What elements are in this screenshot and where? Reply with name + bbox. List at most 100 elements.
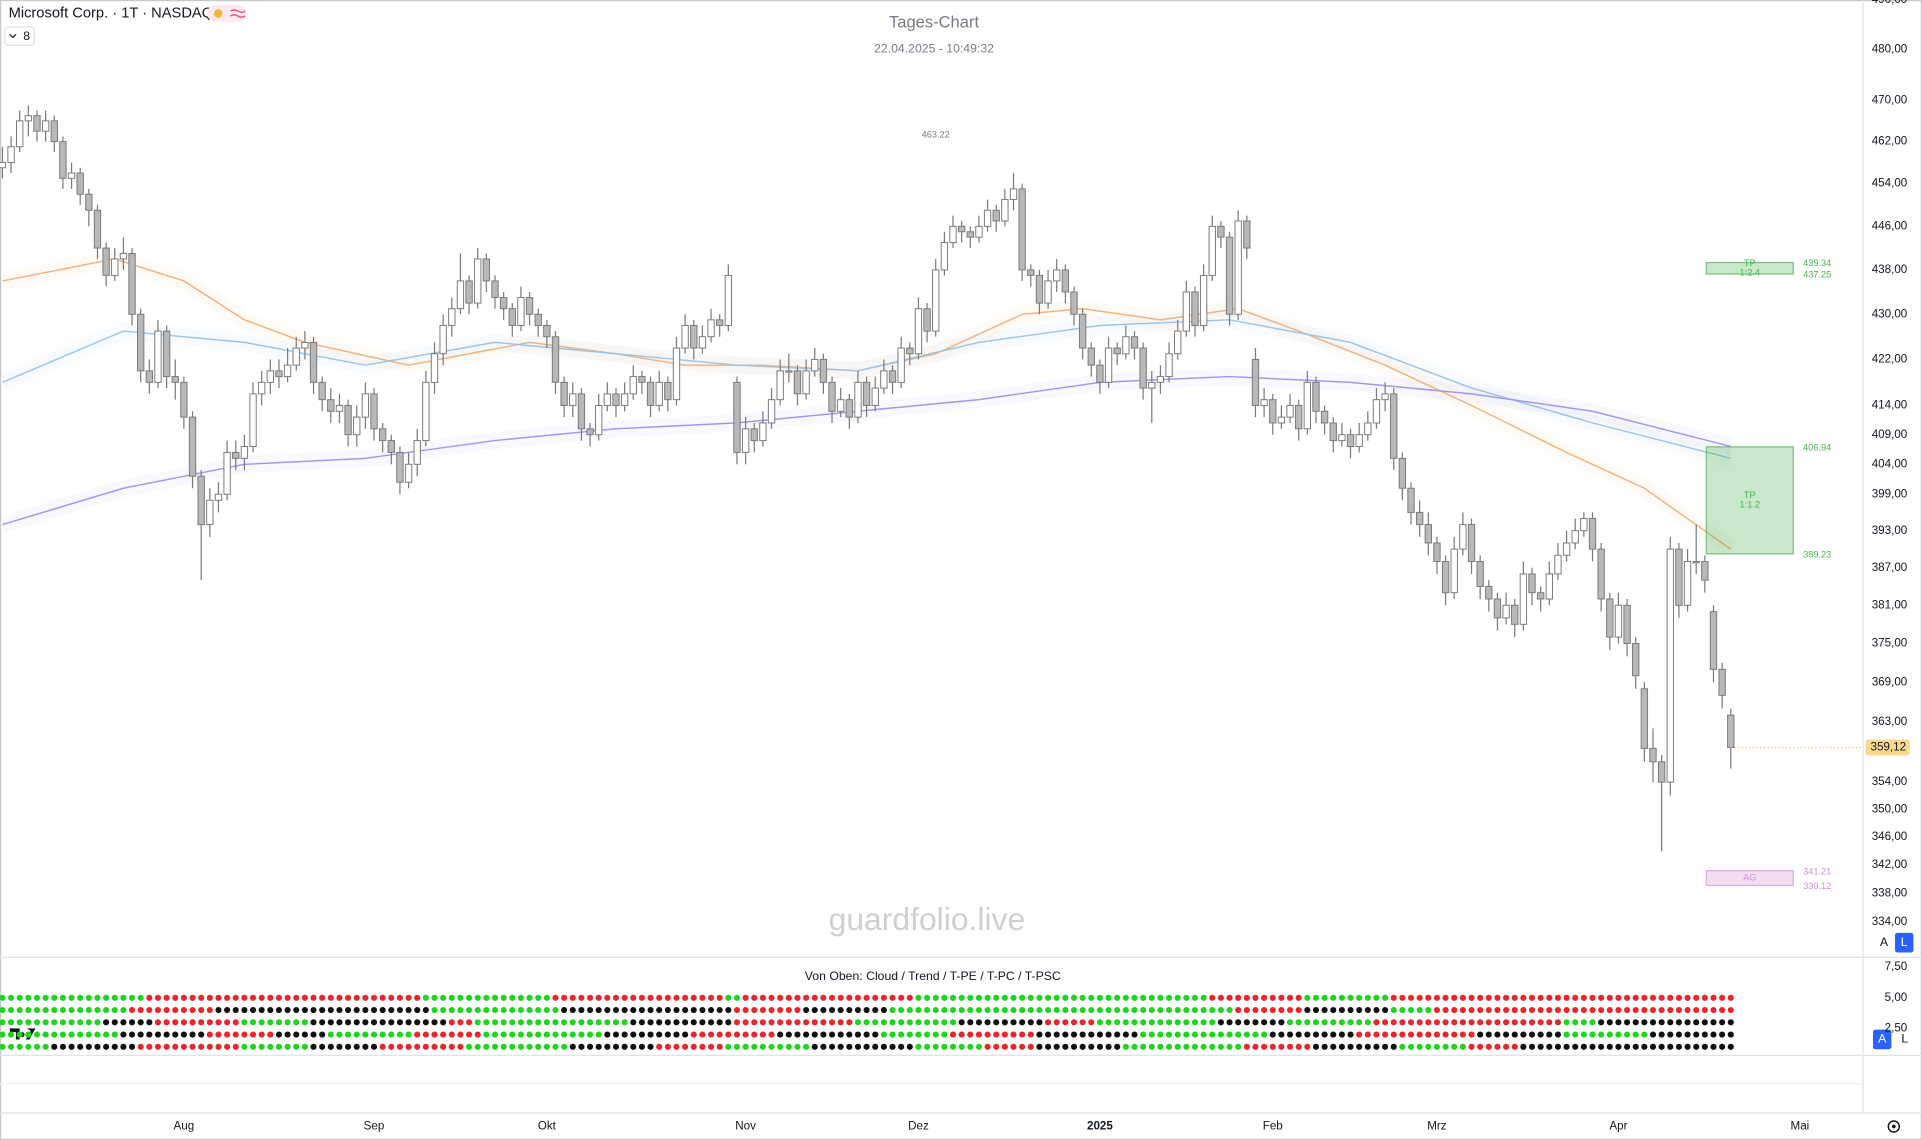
candle-body xyxy=(93,209,102,249)
auto-scale-button[interactable]: A xyxy=(1880,935,1889,949)
signal-dot xyxy=(7,1031,15,1038)
signal-dot xyxy=(941,1031,948,1038)
signal-dot xyxy=(621,994,628,1001)
signal-dot xyxy=(1649,1006,1657,1014)
signal-dot xyxy=(189,1031,196,1038)
signal-dot xyxy=(1010,1006,1017,1014)
signal-dot xyxy=(828,994,836,1001)
signal-dot xyxy=(682,994,689,1001)
signal-dot xyxy=(1347,1031,1354,1038)
signal-dot xyxy=(1701,994,1708,1001)
candle-body xyxy=(1433,542,1441,562)
dropdown-box[interactable] xyxy=(4,26,35,46)
signal-dot xyxy=(1399,1043,1406,1050)
signal-dot xyxy=(837,1019,844,1026)
candle-body xyxy=(465,280,473,304)
signal-dot xyxy=(1425,1031,1432,1038)
signal-dot xyxy=(301,1043,308,1050)
signal-dot xyxy=(690,1006,697,1014)
signal-dot xyxy=(414,1043,421,1050)
settings-button[interactable] xyxy=(1887,1120,1901,1133)
signal-dot xyxy=(388,1031,395,1038)
log-scale-button[interactable]: L xyxy=(1901,935,1908,949)
signal-dot xyxy=(206,1006,213,1014)
signal-dot xyxy=(1183,1031,1190,1038)
layout-dropdown[interactable]: 8 xyxy=(4,26,35,46)
candle-body xyxy=(171,376,179,383)
signal-dot xyxy=(1312,994,1320,1001)
candle-body xyxy=(1614,604,1623,638)
signal-dot xyxy=(94,1031,101,1038)
log-scale-button[interactable]: L xyxy=(1901,1032,1908,1046)
signal-dot xyxy=(751,1019,758,1026)
signal-dot xyxy=(889,1019,896,1026)
candle-body xyxy=(1675,548,1683,606)
signal-dot xyxy=(1252,994,1259,1001)
signal-dot xyxy=(1416,1043,1423,1050)
signal-dot xyxy=(1200,1043,1207,1050)
candle-body xyxy=(733,381,741,453)
signal-dot xyxy=(224,1006,231,1014)
zone-bottom-value: 389.23 xyxy=(1803,550,1831,560)
signal-dot xyxy=(1528,1006,1536,1014)
auto-scale-button[interactable]: A xyxy=(1878,1032,1887,1046)
candle-body xyxy=(1104,347,1113,383)
signal-dot xyxy=(1675,1006,1682,1014)
signal-dot xyxy=(1373,994,1380,1001)
signal-dot xyxy=(1200,1031,1207,1038)
signal-dot xyxy=(1114,1031,1121,1038)
signal-dot xyxy=(1546,1006,1553,1014)
signal-dot xyxy=(1114,1019,1121,1026)
signal-dot xyxy=(103,1043,110,1050)
signal-dot xyxy=(1096,994,1103,1001)
signal-dot xyxy=(811,1019,818,1026)
signal-dot xyxy=(1157,1006,1164,1014)
candle-body xyxy=(1519,573,1528,625)
candle-body xyxy=(232,451,240,459)
signal-dot xyxy=(984,994,991,1001)
signal-dot xyxy=(1209,1031,1216,1038)
signal-dot xyxy=(1295,1043,1302,1050)
candle-body xyxy=(1485,585,1493,600)
signal-dot xyxy=(1494,994,1501,1001)
signal-dot xyxy=(310,1006,317,1014)
signal-dot xyxy=(535,1006,542,1014)
signal-dot xyxy=(820,1031,827,1038)
signal-dot xyxy=(267,1043,274,1050)
dropdown-label[interactable]: 8 xyxy=(23,29,30,43)
signal-dot xyxy=(1278,994,1285,1001)
signal-dot xyxy=(85,1031,92,1038)
signal-dot xyxy=(59,1006,66,1014)
signal-dot xyxy=(621,1019,628,1026)
signal-dot xyxy=(1045,1019,1052,1026)
signal-dot xyxy=(716,1006,723,1014)
candle-body xyxy=(776,370,784,401)
candle-body xyxy=(707,319,715,338)
signal-dot xyxy=(725,1031,732,1038)
signal-dot xyxy=(1174,1006,1181,1014)
candle-body xyxy=(1476,561,1484,587)
signal-dot xyxy=(1632,1019,1639,1026)
signal-dot xyxy=(1304,1031,1311,1038)
signal-dot xyxy=(1252,1031,1259,1038)
signal-dot xyxy=(457,1006,464,1014)
signal-dot xyxy=(1148,1019,1155,1026)
x-tick-label: Apr xyxy=(1609,1120,1627,1133)
signal-dot xyxy=(1131,1019,1138,1026)
signal-dot xyxy=(440,1043,447,1050)
badge-icon xyxy=(230,9,246,18)
signal-dot xyxy=(396,1031,404,1038)
signal-dot xyxy=(1563,1043,1570,1050)
symbol-title[interactable]: Microsoft Corp. · 1T · NASDAQ xyxy=(9,5,214,21)
signal-dot xyxy=(1451,994,1458,1001)
candle-body xyxy=(1009,188,1018,201)
gear-hub xyxy=(1891,1124,1896,1129)
candle-body xyxy=(819,358,828,383)
signal-dot xyxy=(1278,1006,1285,1014)
signal-dot xyxy=(915,1031,922,1038)
signal-dot xyxy=(68,1043,75,1050)
price-annotation: 463.22 xyxy=(922,130,950,140)
candle-body xyxy=(1174,330,1182,355)
signal-dot xyxy=(1330,1019,1337,1026)
gear[interactable] xyxy=(1887,1120,1901,1133)
